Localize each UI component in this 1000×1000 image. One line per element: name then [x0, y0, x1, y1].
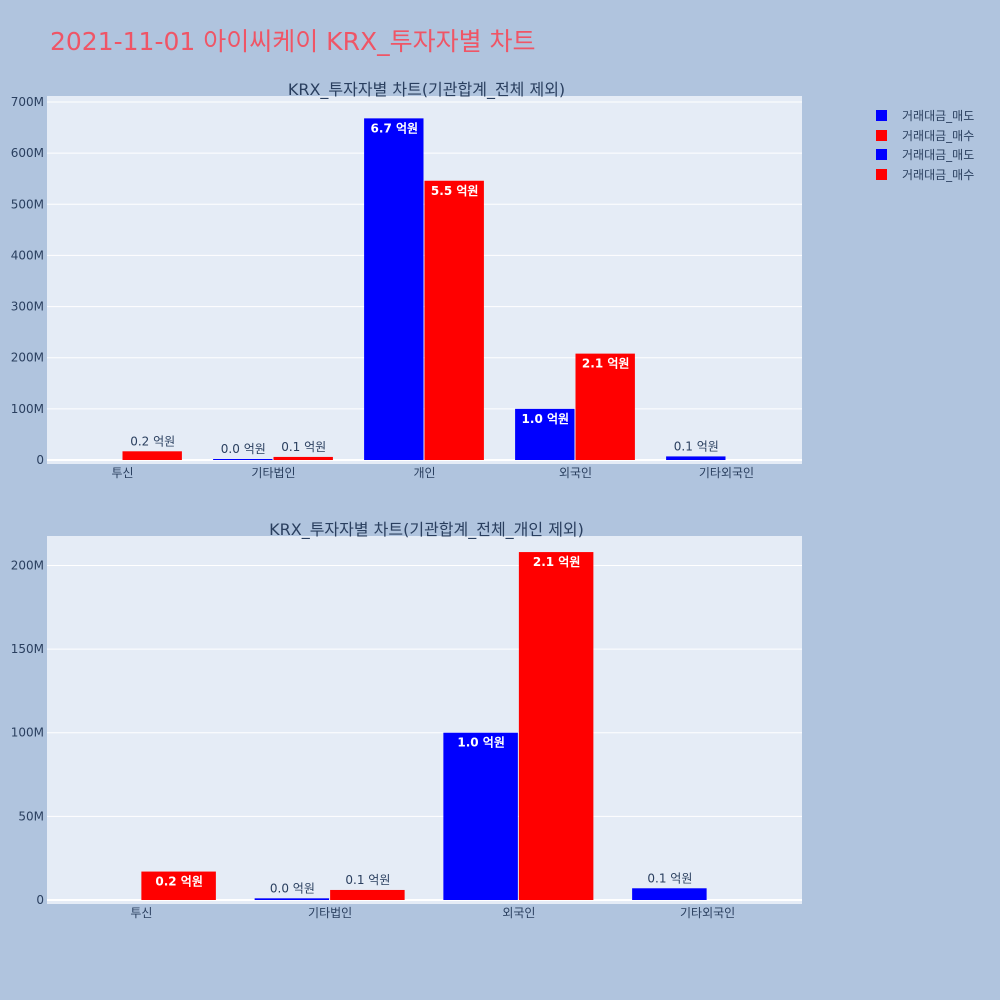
plot-area	[47, 536, 802, 904]
y-tick-label: 0	[36, 453, 44, 467]
legend-label: 거래대금_매수	[902, 128, 975, 143]
data-label: 0.1 억원	[281, 440, 326, 454]
data-label: 0.0 억원	[270, 881, 315, 895]
y-tick-label: 300M	[11, 300, 44, 314]
y-tick-label: 400M	[11, 248, 44, 262]
bar	[443, 732, 518, 900]
chart-title: KRX_투자자별 차트(기관합계_전체_개인 제외)	[269, 520, 584, 540]
y-tick-label: 200M	[11, 351, 44, 365]
data-label: 0.1 억원	[674, 439, 719, 453]
x-tick-label: 투신	[130, 906, 152, 920]
bar	[364, 118, 424, 460]
bar	[518, 552, 594, 900]
x-tick-label: 기타외국인	[680, 906, 735, 920]
bar	[273, 456, 333, 460]
x-tick-label: 기타외국인	[699, 466, 754, 480]
y-tick-label: 600M	[11, 146, 44, 160]
legend-swatch	[876, 110, 887, 122]
y-tick-label: 100M	[11, 726, 44, 740]
legend-swatch	[876, 149, 887, 161]
bar	[424, 180, 484, 460]
y-tick-label: 700M	[11, 95, 44, 109]
x-tick-label: 개인	[413, 466, 435, 480]
data-label: 1.0 억원	[457, 736, 505, 750]
data-label: 2.1 억원	[533, 555, 581, 569]
x-tick-label: 기타법인	[308, 906, 352, 920]
legend-item[interactable]: 거래대금_매수	[876, 126, 974, 146]
legend-label: 거래대금_매수	[902, 167, 975, 182]
legend-item[interactable]: 거래대금_매도	[876, 145, 974, 165]
bar	[141, 871, 216, 900]
y-tick-label: 100M	[11, 402, 44, 416]
legend-label: 거래대금_매도	[902, 109, 975, 124]
y-tick-label: 150M	[11, 642, 44, 656]
data-label: 6.7 억원	[371, 121, 419, 135]
legend-label: 거래대금_매도	[902, 148, 975, 163]
data-label: 0.2 억원	[155, 875, 203, 889]
data-label: 1.0 억원	[522, 412, 570, 426]
data-label: 0.2 억원	[130, 434, 175, 448]
bar	[254, 898, 330, 900]
legend-swatch	[876, 168, 887, 180]
legend[interactable]: 거래대금_매도 거래대금_매수 거래대금_매도 거래대금_매수	[876, 106, 974, 184]
y-tick-label: 500M	[11, 197, 44, 211]
page-title: 2021-11-01 아이씨케이 KRX_투자자별 차트	[50, 27, 536, 56]
x-tick-label: 외국인	[559, 466, 592, 480]
chart-title: KRX_투자자별 차트(기관합계_전체 제외)	[288, 80, 565, 100]
y-tick-label: 0	[36, 893, 44, 907]
data-label: 0.1 억원	[345, 873, 390, 887]
bar	[213, 459, 273, 460]
bar	[330, 889, 405, 900]
legend-swatch	[876, 129, 887, 141]
legend-item[interactable]: 거래대금_매도	[876, 106, 974, 126]
x-tick-label: 기타법인	[251, 466, 295, 480]
bar	[575, 353, 635, 460]
bar	[666, 456, 726, 460]
legend-item[interactable]: 거래대금_매수	[876, 165, 974, 185]
bar	[632, 888, 707, 900]
y-tick-label: 50M	[18, 809, 44, 823]
bar	[122, 451, 182, 460]
x-tick-label: 외국인	[502, 906, 535, 920]
data-label: 5.5 억원	[431, 184, 479, 198]
y-tick-label: 200M	[11, 558, 44, 572]
x-tick-label: 투신	[111, 466, 133, 480]
bar	[515, 408, 575, 460]
data-label: 0.0 억원	[221, 442, 266, 456]
data-label: 0.1 억원	[647, 871, 692, 885]
data-label: 2.1 억원	[582, 357, 630, 371]
